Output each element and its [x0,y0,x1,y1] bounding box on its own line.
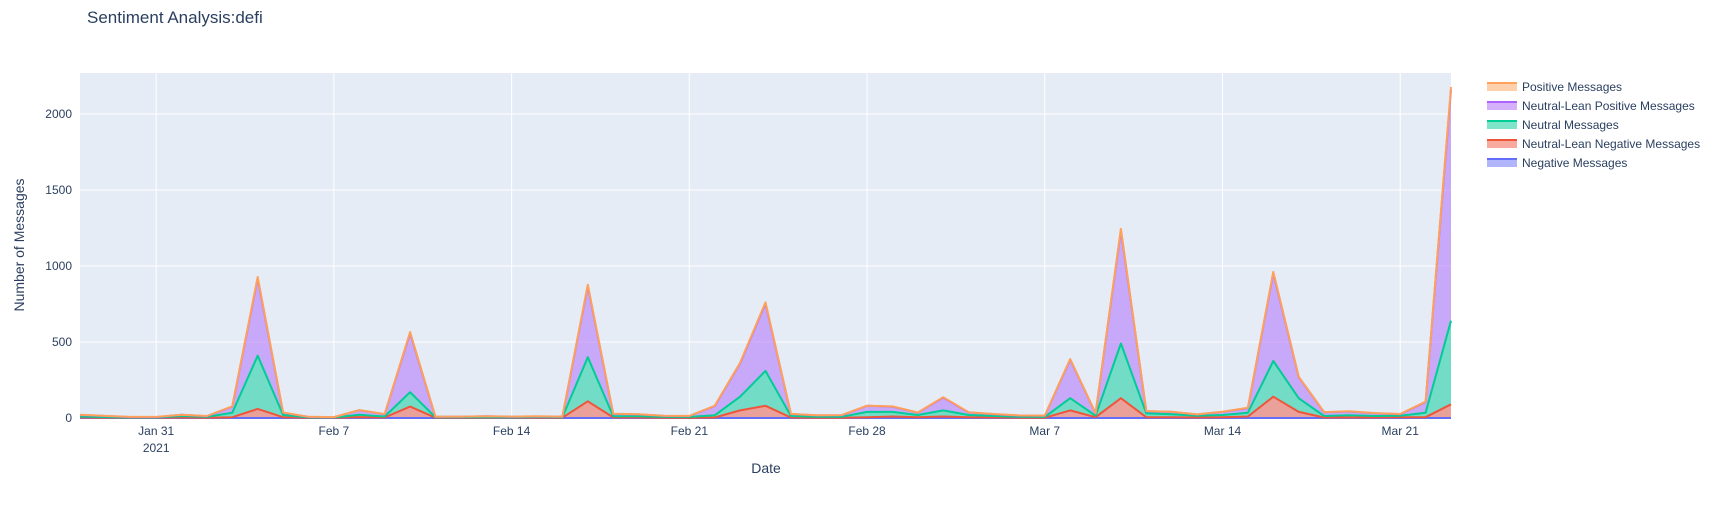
x-tick-label: Feb 28 [848,424,886,438]
area-layer [79,86,1452,419]
legend-item: Neutral-Lean Positive Messages [1487,99,1695,113]
y-axis-title: Number of Messages [11,178,27,311]
chart-title: Sentiment Analysis:defi [87,8,263,27]
legend-swatch-fill [1487,102,1517,110]
y-tick-label: 2000 [45,107,72,121]
y-tick-label: 1500 [45,183,72,197]
legend-swatch-fill [1487,140,1517,148]
x-tick-label: Mar 21 [1382,424,1420,438]
x-tick-label: Feb 21 [671,424,709,438]
x-tick-label: Mar 7 [1029,424,1060,438]
x-tick-label: Jan 31 [138,424,174,438]
y-tick-label: 1000 [45,259,72,273]
legend-label: Neutral Messages [1522,118,1619,132]
grid-layer [80,73,1451,418]
axis-layer: 0 500 1000 1500 2000 Jan 31 2021 Feb 7 Feb 14 Feb… [45,107,1419,455]
legend-swatch-fill [1487,121,1517,129]
legend-label: Neutral-Lean Positive Messages [1522,99,1695,113]
legend-item: Neutral-Lean Negative Messages [1487,137,1700,151]
legend-item: Negative Messages [1487,156,1627,170]
legend-label: Neutral-Lean Negative Messages [1522,137,1700,151]
legend-swatch-fill [1487,159,1517,167]
legend-label: Negative Messages [1522,156,1627,170]
area-neutral-messages [80,320,1451,418]
x-tick-label: Mar 14 [1204,424,1242,438]
x-tick-sublabel: 2021 [143,441,170,455]
y-tick-label: 500 [52,335,72,349]
legend-label: Positive Messages [1522,80,1622,94]
area-neutral-lean-positive-messages [80,89,1451,418]
x-tick-label: Feb 7 [319,424,350,438]
legend: Positive Messages Neutral-Lean Positive M… [1487,80,1700,170]
legend-item: Neutral Messages [1487,118,1619,132]
legend-swatch-fill [1487,83,1517,91]
line-positive-messages [79,86,1452,419]
legend-item: Positive Messages [1487,80,1622,94]
x-tick-label: Feb 14 [493,424,531,438]
x-axis-title: Date [751,460,781,476]
y-tick-label: 0 [65,411,72,425]
